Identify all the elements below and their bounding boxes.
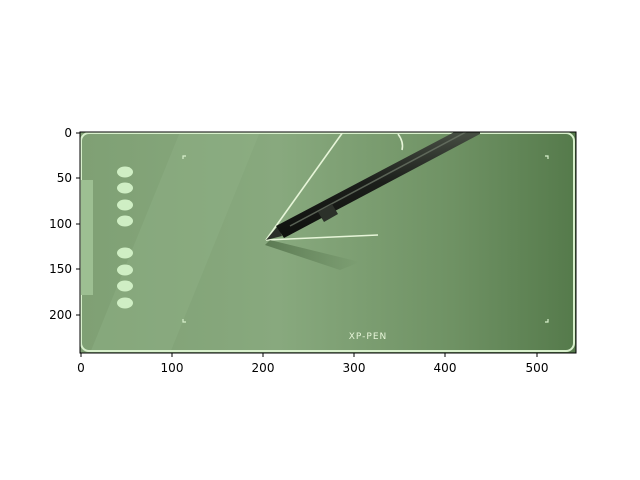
pen-shadow [265,240,360,270]
y-tick-label: 150 [49,262,72,276]
tablet-side-rail [81,180,93,295]
express-key [117,166,133,178]
tablet-photo: XP-PEN [80,132,576,353]
y-tick-label: 0 [64,126,72,140]
x-tick-label: 300 [343,361,366,375]
y-tick-label: 100 [49,217,72,231]
express-key [117,264,133,276]
guide-lines [265,132,379,241]
express-key [117,199,133,211]
express-key [117,247,133,259]
express-key [117,297,133,309]
pen-grip [318,204,338,222]
light-streak [90,132,260,353]
axes-frame [79,131,577,354]
x-tick-label: 400 [434,361,457,375]
pen-tip [266,226,282,240]
tablet-surface [80,132,576,353]
y-tick-label: 50 [57,171,72,185]
express-key [117,182,133,194]
y-tick-label: 200 [49,308,72,322]
active-area-corners [182,155,549,323]
x-tick-label: 200 [252,361,275,375]
motion-mark [397,133,404,151]
stylus-pen [266,132,480,240]
express-keys [117,166,133,309]
x-tick-label: 100 [161,361,184,375]
express-key [117,280,133,292]
x-axis: 0 100 200 300 400 500 [77,353,548,375]
express-key [117,215,133,227]
x-tick-label: 0 [77,361,85,375]
y-axis: 0 50 100 150 200 [49,126,80,322]
x-tick-label: 500 [526,361,549,375]
brand-label: XP-PEN [349,332,388,342]
